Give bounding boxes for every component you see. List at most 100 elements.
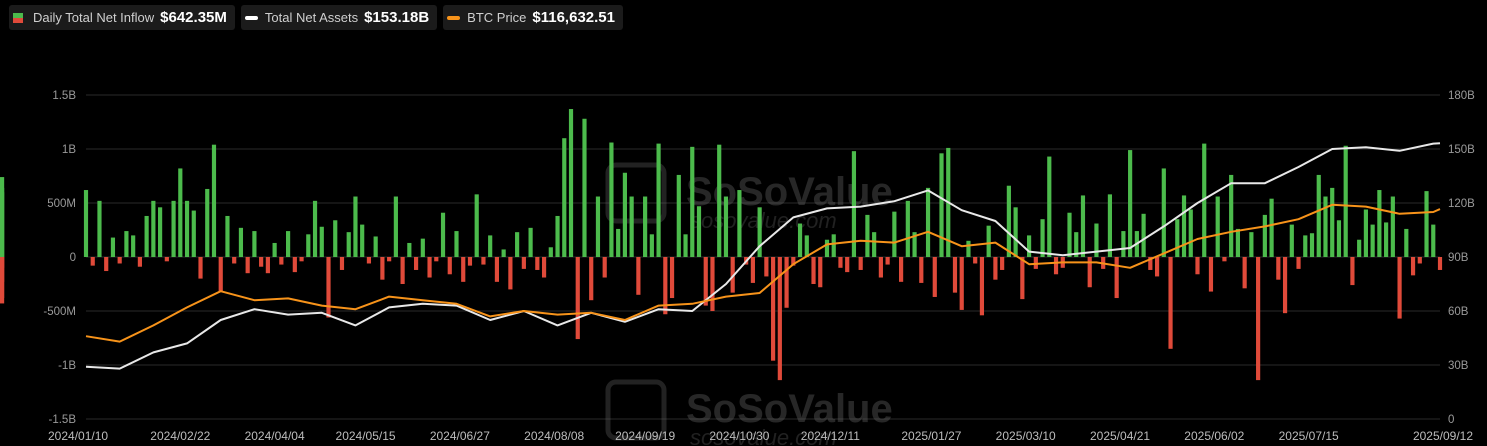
outflow-bar[interactable] [279,257,284,265]
outflow-bar[interactable] [137,257,142,267]
outflow-bar[interactable] [1397,257,1402,319]
inflow-bar[interactable] [1047,156,1052,257]
inflow-bar[interactable] [622,172,627,257]
inflow-bar[interactable] [595,196,601,257]
outflow-bar[interactable] [508,257,513,290]
inflow-bar[interactable] [986,225,991,257]
inflow-bar[interactable] [1094,223,1099,257]
inflow-bar[interactable] [1074,232,1079,257]
outflow-bar[interactable] [265,257,270,274]
outflow-bar[interactable] [1154,257,1160,277]
inflow-bar[interactable] [306,234,311,257]
inflow-bar[interactable] [1262,214,1267,257]
inflow-bar[interactable] [346,232,351,257]
inflow-bar[interactable] [1390,196,1395,257]
outflow-bar[interactable] [427,257,432,278]
outflow-bar[interactable] [467,257,473,266]
outflow-bar[interactable] [750,257,755,283]
inflow-bar[interactable] [1323,196,1328,257]
outflow-bar[interactable] [494,257,500,282]
total-net-assets-line[interactable] [85,142,1441,370]
inflow-bar[interactable] [97,200,102,257]
inflow-bar[interactable] [1309,233,1315,257]
outflow-bar[interactable] [771,257,776,361]
inflow-bar[interactable] [488,235,493,257]
outflow-bar[interactable] [541,257,547,278]
outflow-bar[interactable] [1242,257,1247,289]
inflow-bar[interactable] [1269,198,1274,257]
btc-price-line[interactable] [85,203,1441,343]
inflow-bar[interactable] [1202,143,1207,257]
outflow-bar[interactable] [838,257,843,268]
inflow-bar[interactable] [171,200,176,257]
inflow-bar[interactable] [656,143,661,257]
outflow-bar[interactable] [919,257,924,283]
inflow-bar[interactable] [1424,191,1429,257]
outflow-bar[interactable] [1208,257,1214,292]
inflow-bar[interactable] [690,146,695,257]
inflow-bar[interactable] [966,240,971,257]
inflow-bar[interactable] [515,232,520,257]
outflow-bar[interactable] [292,257,297,273]
outflow-bar[interactable] [979,257,985,316]
inflow-bar[interactable] [905,200,910,257]
inflow-bar[interactable] [939,153,944,257]
inflow-bar[interactable] [649,234,654,257]
inflow-bar[interactable] [333,220,338,257]
outflow-bar[interactable] [589,257,594,301]
outflow-bar[interactable] [198,257,203,279]
outflow-bar[interactable] [1296,257,1301,269]
inflow-bar[interactable] [562,138,567,257]
inflow-bar[interactable] [1215,196,1220,257]
outflow-bar[interactable] [259,257,264,267]
inflow-bar[interactable] [1141,213,1146,257]
inflow-bar[interactable] [1128,150,1133,257]
inflow-bar[interactable] [286,231,291,257]
outflow-bar[interactable] [461,257,466,282]
inflow-bar[interactable] [1040,219,1045,257]
inflow-bar[interactable] [676,174,681,257]
outflow-bar[interactable] [434,257,439,262]
inflow-bar[interactable] [616,228,621,257]
inflow-bar[interactable] [1080,195,1086,257]
inflow-bar[interactable] [865,214,870,257]
inflow-bar[interactable] [1370,224,1375,257]
inflow-bar[interactable] [407,242,412,257]
inflow-bar[interactable] [1303,235,1308,257]
outflow-bar[interactable] [245,257,250,274]
inflow-bar[interactable] [568,109,574,257]
inflow-bar[interactable] [1316,174,1321,257]
inflow-bar[interactable] [824,239,830,257]
inflow-bar[interactable] [151,200,156,257]
outflow-bar[interactable] [380,257,385,280]
inflow-bar[interactable] [1249,232,1254,257]
outflow-bar[interactable] [1114,257,1119,299]
inflow-bar[interactable] [501,249,506,257]
inflow-bar[interactable] [797,223,803,257]
outflow-bar[interactable] [481,257,486,265]
outflow-bar[interactable] [845,257,850,273]
inflow-bar[interactable] [191,210,196,257]
outflow-bar[interactable] [959,257,964,310]
inflow-bar[interactable] [252,231,257,257]
inflow-bar[interactable] [319,226,324,257]
inflow-bar[interactable] [373,236,378,257]
inflow-bar[interactable] [211,144,217,257]
inflow-bar[interactable] [1067,212,1072,257]
outflow-bar[interactable] [1222,257,1227,262]
outflow-bar[interactable] [730,257,735,293]
inflow-bar[interactable] [158,207,163,257]
inflow-bar[interactable] [629,196,634,257]
inflow-bar[interactable] [144,215,149,257]
inflow-bar[interactable] [804,235,809,257]
outflow-bar[interactable] [791,257,796,266]
outflow-bar[interactable] [232,257,237,264]
outflow-bar[interactable] [777,257,782,381]
outflow-bar[interactable] [413,257,419,270]
inflow-bar[interactable] [420,238,425,257]
inflow-bar[interactable] [1357,239,1362,257]
outflow-bar[interactable] [993,257,998,280]
inflow-bar[interactable] [1121,231,1126,257]
inflow-bar[interactable] [1404,228,1409,257]
outflow-bar[interactable] [1148,257,1153,270]
